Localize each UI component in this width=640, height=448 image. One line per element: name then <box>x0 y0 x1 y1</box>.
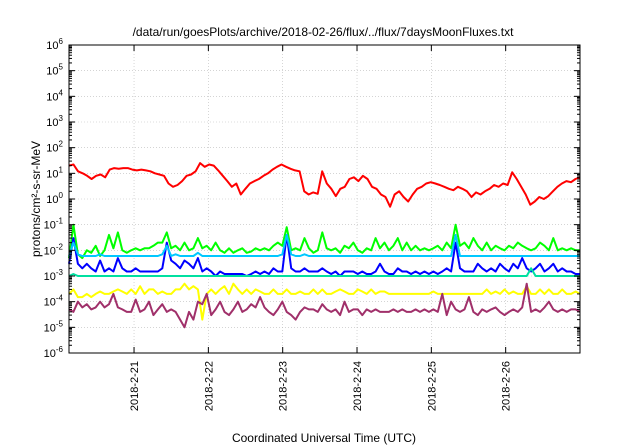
y-tick-label: 10-6 <box>44 345 64 360</box>
y-tick-label: 10-2 <box>44 242 64 257</box>
y-tick-label: 105 <box>46 63 63 78</box>
x-tick-label: 2018-2-25 <box>426 361 438 411</box>
y-tick-label: 10-4 <box>44 294 64 309</box>
y-tick-label: 101 <box>46 165 63 180</box>
x-tick-label: 2018-2-24 <box>352 361 364 411</box>
series-line-3 <box>68 233 580 277</box>
y-tick-label: 10-1 <box>44 217 64 232</box>
chart-title: /data/run/goesPlots/archive/2018-02-26/f… <box>133 25 515 39</box>
series-line-5 <box>68 267 580 277</box>
y-tick-label: 104 <box>46 88 63 103</box>
series-line-2 <box>68 223 580 260</box>
y-tick-label: 103 <box>46 114 63 129</box>
y-axis-title: protons/cm²-s-sr-MeV <box>29 141 43 257</box>
x-tick-label: 2018-2-23 <box>278 361 290 411</box>
series-line-6 <box>68 282 581 321</box>
series-line-4 <box>68 233 580 257</box>
x-axis: 2018-2-21 2018-2-22 2018-2-23 2018-2-24 2018… <box>129 45 513 411</box>
series-line-1 <box>68 162 581 208</box>
series-group <box>68 162 581 329</box>
y-tick-label: 10-3 <box>44 268 64 283</box>
y-tick-label: 100 <box>46 191 63 206</box>
y-tick-label: 106 <box>46 37 63 52</box>
y-tick-label: 102 <box>46 140 63 155</box>
y-tick-label: 10-5 <box>44 319 64 334</box>
series-line-7 <box>68 282 581 329</box>
x-axis-title: Coordinated Universal Time (UTC) <box>232 431 416 445</box>
x-tick-label: 2018-2-22 <box>203 361 215 411</box>
x-tick-label: 2018-2-21 <box>129 361 141 411</box>
x-tick-label: 2018-2-26 <box>501 361 513 411</box>
